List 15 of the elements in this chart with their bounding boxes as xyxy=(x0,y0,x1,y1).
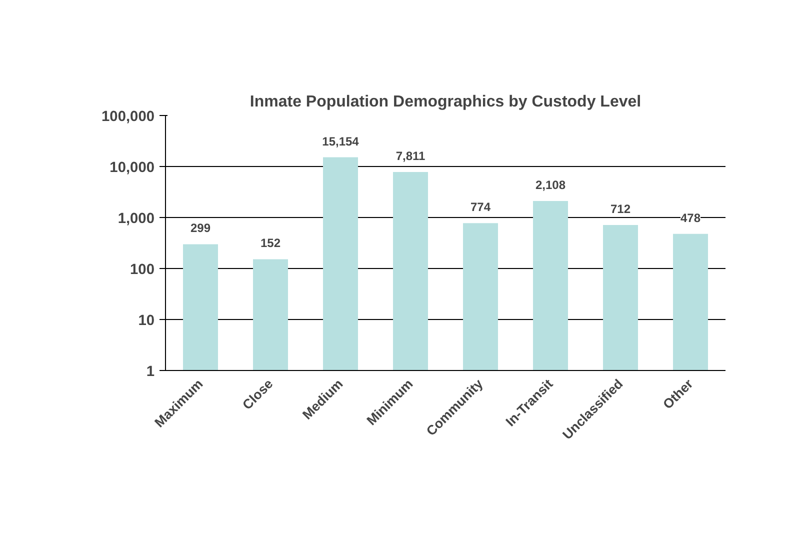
data-label: 712 xyxy=(610,202,631,216)
data-label: 774 xyxy=(470,200,491,214)
data-label: 152 xyxy=(260,236,281,250)
data-label: 478 xyxy=(680,210,701,225)
y-tick-label: 10 xyxy=(138,313,155,329)
data-label: 15,154 xyxy=(322,134,360,148)
data-label: 2,108 xyxy=(535,178,566,192)
y-tick-label: 100 xyxy=(130,262,155,278)
y-tick-label: 100,000 xyxy=(102,109,155,125)
chart-title: Inmate Population Demographics by Custody Level xyxy=(250,94,642,110)
y-tick-label: 1,000 xyxy=(118,211,155,227)
y-tick-label: 1 xyxy=(146,364,155,380)
y-tick-label: 10,000 xyxy=(110,160,154,176)
data-label: 7,811 xyxy=(396,148,426,163)
data-label: 299 xyxy=(190,221,211,236)
